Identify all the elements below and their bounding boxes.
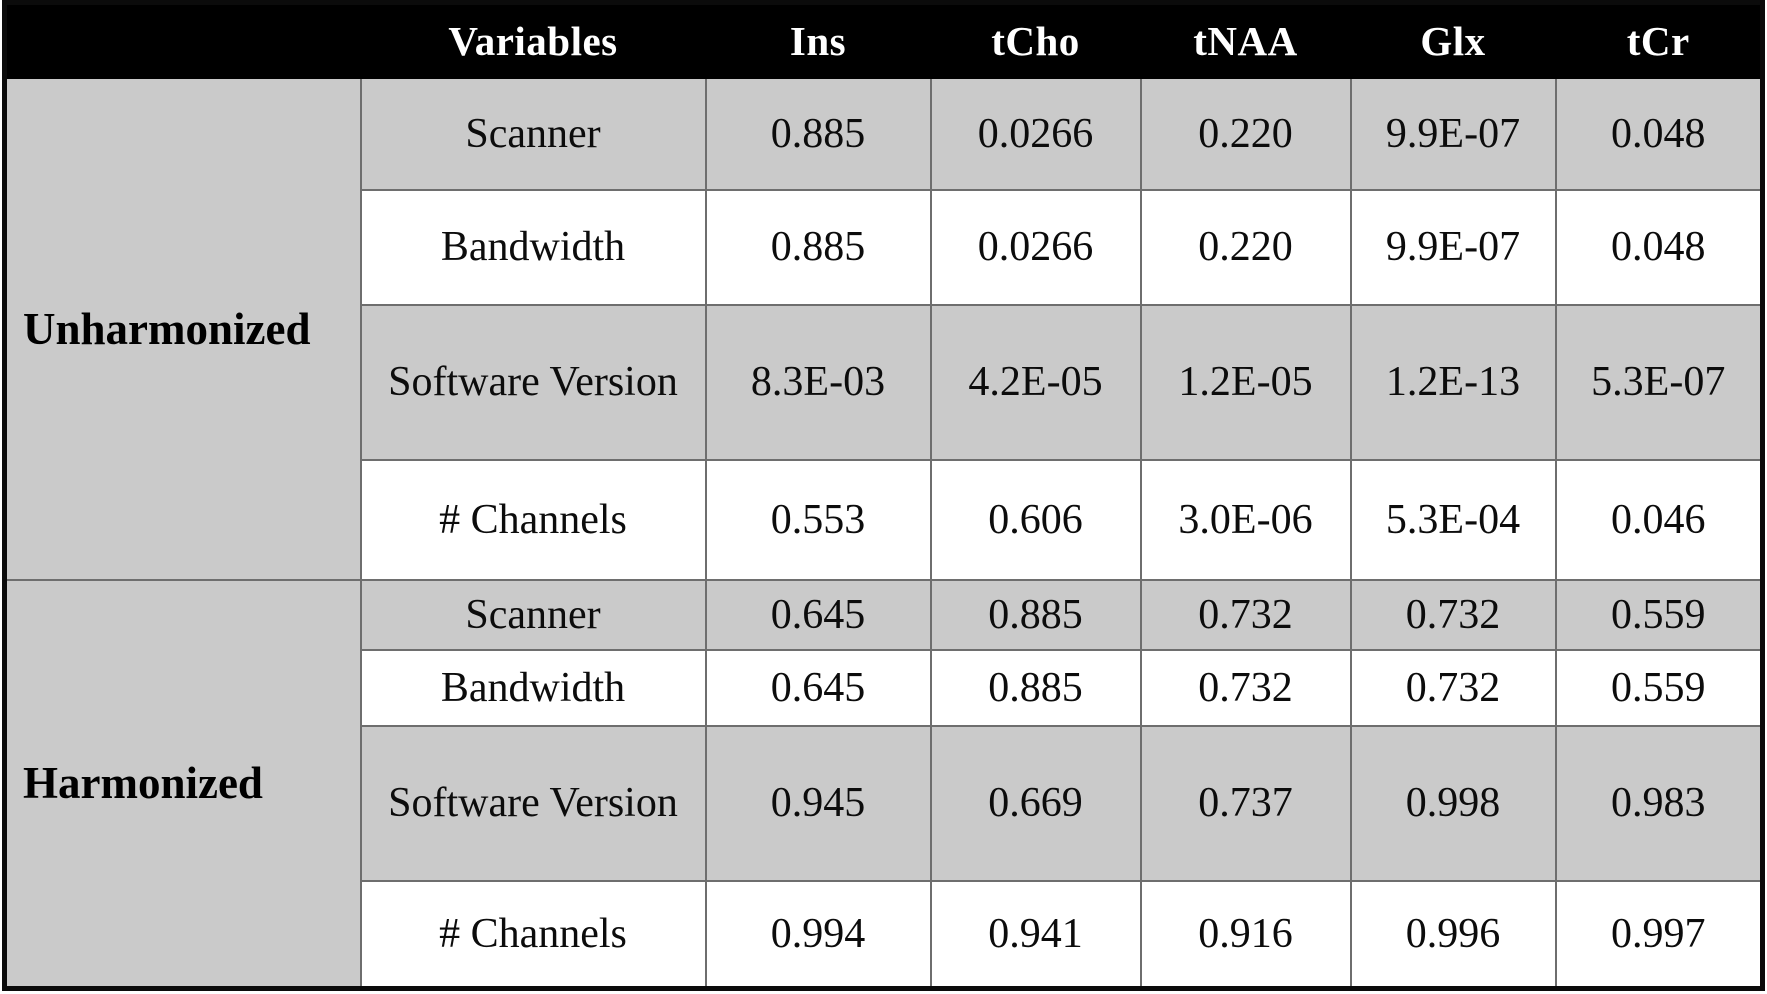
value-cell: 5.3E-07: [1554, 303, 1764, 461]
value-cell: 0.0266: [929, 76, 1142, 191]
value-cell: 0.046: [1554, 458, 1764, 581]
value-cell: 9.9E-07: [1349, 76, 1557, 191]
group-label-harmonized: Harmonized: [3, 578, 362, 990]
header-metabolite-ins: Ins: [704, 1, 932, 79]
table-header: Variables Ins tCho tNAA Glx tCr: [3, 1, 1764, 79]
table-row: Software Version 0.945 0.669 0.737 0.998…: [5, 724, 1764, 882]
variable-cell: Software Version: [359, 724, 707, 882]
value-cell: 0.916: [1139, 879, 1352, 990]
value-cell: 0.732: [1349, 578, 1557, 651]
table-row: Bandwidth 0.885 0.0266 0.220 9.9E-07 0.0…: [5, 188, 1764, 306]
value-cell: 0.885: [929, 578, 1142, 651]
value-cell: 5.3E-04: [1349, 458, 1557, 581]
value-cell: 0.559: [1554, 578, 1764, 651]
variable-cell: Scanner: [359, 578, 707, 651]
value-cell: 0.645: [704, 648, 932, 727]
value-cell: 0.048: [1554, 188, 1764, 306]
value-cell: 0.737: [1139, 724, 1352, 882]
value-cell: 0.732: [1349, 648, 1557, 727]
variable-cell: Scanner: [359, 76, 707, 191]
value-cell: 0.220: [1139, 76, 1352, 191]
value-cell: 0.553: [704, 458, 932, 581]
header-metabolite-tnaa: tNAA: [1139, 1, 1352, 79]
header-variables: Variables: [359, 1, 707, 79]
table-row: # Channels 0.994 0.941 0.916 0.996 0.997: [5, 879, 1764, 990]
value-cell: 0.983: [1554, 724, 1764, 882]
value-cell: 0.997: [1554, 879, 1764, 990]
header-metabolite-tcr: tCr: [1554, 1, 1764, 79]
value-cell: 0.669: [929, 724, 1142, 882]
table-row: Unharmonized Scanner 0.885 0.0266 0.220 …: [3, 76, 1764, 581]
value-cell: 0.645: [704, 578, 932, 651]
group-label-unharmonized: Unharmonized: [3, 76, 362, 581]
table-row: Bandwidth 0.645 0.885 0.732 0.732 0.559: [5, 648, 1764, 727]
value-cell: 0.885: [704, 76, 932, 191]
value-cell: 0.885: [929, 648, 1142, 727]
value-cell: 1.2E-13: [1349, 303, 1557, 461]
value-cell: 0.941: [929, 879, 1142, 990]
value-cell: 0.048: [1554, 76, 1764, 191]
value-cell: 0.220: [1139, 188, 1352, 306]
value-cell: 4.2E-05: [929, 303, 1142, 461]
header-metabolite-glx: Glx: [1349, 1, 1557, 79]
variable-cell: # Channels: [359, 879, 707, 990]
header-row: Variables Ins tCho tNAA Glx tCr: [3, 1, 1764, 79]
table-row: Software Version 8.3E-03 4.2E-05 1.2E-05…: [5, 303, 1764, 461]
variable-cell: Software Version: [359, 303, 707, 461]
value-cell: 0.996: [1349, 879, 1557, 990]
table-row: Harmonized Scanner 0.645 0.885 0.732 0.7…: [3, 578, 1764, 990]
variable-cell: Bandwidth: [359, 188, 707, 306]
value-cell: 0.732: [1139, 578, 1352, 651]
table-row: # Channels 0.553 0.606 3.0E-06 5.3E-04 0…: [5, 458, 1764, 581]
value-cell: 1.2E-05: [1139, 303, 1352, 461]
value-cell: 3.0E-06: [1139, 458, 1352, 581]
value-cell: 0.998: [1349, 724, 1557, 882]
header-corner-cell: [3, 1, 362, 79]
variable-cell: Bandwidth: [359, 648, 707, 727]
table-body: Unharmonized Scanner 0.885 0.0266 0.220 …: [3, 76, 1764, 990]
value-cell: 9.9E-07: [1349, 188, 1557, 306]
value-cell: 0.606: [929, 458, 1142, 581]
value-cell: 0.885: [704, 188, 932, 306]
value-cell: 0.994: [704, 879, 932, 990]
header-metabolite-tcho: tCho: [929, 1, 1142, 79]
value-cell: 0.0266: [929, 188, 1142, 306]
variable-cell: # Channels: [359, 458, 707, 581]
value-cell: 8.3E-03: [704, 303, 932, 461]
value-cell: 0.945: [704, 724, 932, 882]
value-cell: 0.732: [1139, 648, 1352, 727]
value-cell: 0.559: [1554, 648, 1764, 727]
